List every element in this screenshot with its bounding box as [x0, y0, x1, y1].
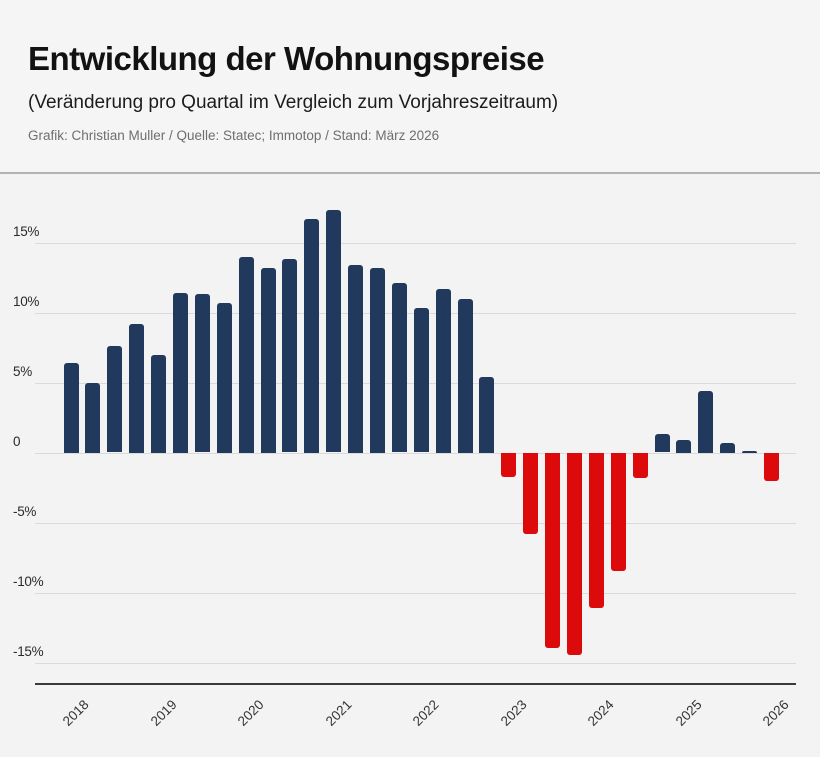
- bar-2018-Q4: [129, 324, 144, 453]
- page-title: Entwicklung der Wohnungspreise: [28, 40, 545, 77]
- gridline-15%: [35, 243, 796, 244]
- x-tick-label-2026: 2026: [760, 697, 793, 729]
- bar-2022-Q1: [414, 308, 429, 452]
- y-tick-label: 0: [13, 434, 21, 449]
- x-tick-label-2025: 2025: [672, 697, 705, 729]
- bar-2023-Q1: [501, 453, 516, 477]
- bar-2025-Q2: [698, 391, 713, 453]
- bar-2024-Q1: [589, 453, 604, 608]
- gridline--15%: [35, 663, 796, 664]
- y-tick-label: 15%: [13, 224, 40, 239]
- bar-2019-Q1: [151, 355, 166, 453]
- bar-2021-Q3: [370, 268, 385, 453]
- y-tick-label: 10%: [13, 294, 40, 309]
- page-subtitle: (Veränderung pro Quartal im Vergleich zu…: [28, 92, 559, 113]
- y-tick-label: -15%: [13, 644, 44, 659]
- y-tick-label: -10%: [13, 574, 44, 589]
- bar-2025-Q3: [720, 443, 735, 453]
- bar-2019-Q2: [173, 293, 188, 453]
- x-tick-label-2018: 2018: [59, 697, 92, 729]
- bar-2025-Q1: [676, 440, 691, 453]
- bar-2023-Q4: [567, 453, 582, 655]
- x-tick-label-2024: 2024: [585, 697, 617, 729]
- bar-2020-Q4: [304, 219, 319, 453]
- bar-2021-Q1: [326, 210, 341, 452]
- bar-2020-Q3: [282, 259, 297, 452]
- x-tick-label-2020: 2020: [234, 697, 267, 729]
- bar-2026-Q1: [764, 453, 779, 481]
- bar-2018-Q2: [85, 383, 100, 453]
- bar-2022-Q3: [458, 299, 473, 453]
- bar-2018-Q1: [64, 363, 79, 453]
- bar-2022-Q4: [479, 377, 494, 453]
- source-credit-line: Grafik: Christian Muller / Quelle: State…: [28, 128, 440, 143]
- bar-2024-Q2: [611, 453, 626, 571]
- gridline--5%: [35, 523, 796, 524]
- bar-2020-Q1: [239, 257, 254, 453]
- x-axis-line: [35, 683, 796, 685]
- bar-2023-Q2: [523, 453, 538, 534]
- bar-2020-Q2: [261, 268, 276, 453]
- gridline-0: [35, 453, 796, 454]
- bar-2022-Q2: [436, 289, 451, 453]
- bar-2021-Q4: [392, 283, 407, 452]
- bar-2019-Q3: [195, 294, 210, 452]
- header-divider: [0, 172, 820, 174]
- gridline--10%: [35, 593, 796, 594]
- bar-2024-Q4: [655, 434, 670, 452]
- x-tick-label-2023: 2023: [497, 697, 530, 729]
- bar-2019-Q4: [217, 303, 232, 453]
- bar-2023-Q3: [545, 453, 560, 648]
- x-tick-label-2021: 2021: [322, 697, 355, 729]
- x-tick-label-2019: 2019: [147, 697, 180, 729]
- x-tick-label-2022: 2022: [410, 697, 442, 729]
- bar-2024-Q3: [633, 453, 648, 478]
- bar-2021-Q2: [348, 265, 363, 453]
- y-tick-label: 5%: [13, 364, 32, 379]
- y-tick-label: -5%: [13, 504, 37, 519]
- bar-2025-Q4: [742, 451, 757, 453]
- bar-2018-Q3: [107, 346, 122, 452]
- chart-header: Entwicklung der Wohnungspreise (Veränder…: [0, 0, 820, 172]
